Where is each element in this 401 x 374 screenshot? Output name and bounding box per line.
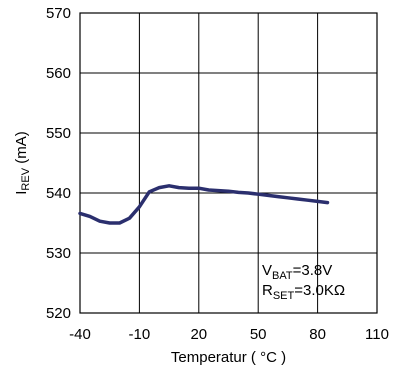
plot-frame: [79, 12, 378, 314]
x-tick-label: 20: [190, 326, 207, 343]
x-axis-title: Temperatur ( °C ): [171, 349, 286, 366]
y-tick-labels: 520 530 540 550 560 570: [46, 5, 71, 322]
y-axis-title-main: I: [13, 191, 30, 195]
y-axis-title-sub: REV: [20, 167, 32, 190]
y-axis-title-unit: (mA): [13, 131, 30, 168]
y-tick-label: 530: [46, 245, 71, 262]
x-tick-label: 110: [365, 326, 389, 343]
annotation-box: VBAT=3.8V RSET=3.0KΩ: [262, 262, 345, 302]
annotation-vbat: VBAT=3.8V: [262, 262, 332, 282]
y-tick-label: 550: [46, 125, 71, 142]
x-tick-labels: -40 -10 20 50 80 110: [69, 326, 389, 343]
annotation-rset: RSET=3.0KΩ: [262, 282, 345, 302]
grid: [80, 13, 377, 313]
x-tick-label: -10: [129, 326, 151, 343]
y-tick-label: 520: [46, 305, 71, 322]
annotation-vbat-sub: BAT: [272, 270, 293, 282]
annotation-rset-main: R: [262, 282, 273, 299]
annotation-vbat-rest: =3.8V: [293, 262, 333, 279]
annotation-rset-rest: =3.0KΩ: [294, 282, 345, 299]
y-tick-label: 560: [46, 65, 71, 82]
y-tick-label: 570: [46, 5, 71, 22]
x-tick-label: 80: [309, 326, 326, 343]
annotation-vbat-main: V: [262, 262, 272, 279]
x-tick-label: 50: [250, 326, 267, 343]
y-axis-title: IREV (mA): [13, 131, 32, 194]
plot-area: [78, 12, 378, 314]
y-tick-label: 540: [46, 185, 71, 202]
x-tick-label: -40: [69, 326, 91, 343]
annotation-rset-sub: SET: [273, 290, 295, 302]
series-line: [78, 184, 330, 225]
